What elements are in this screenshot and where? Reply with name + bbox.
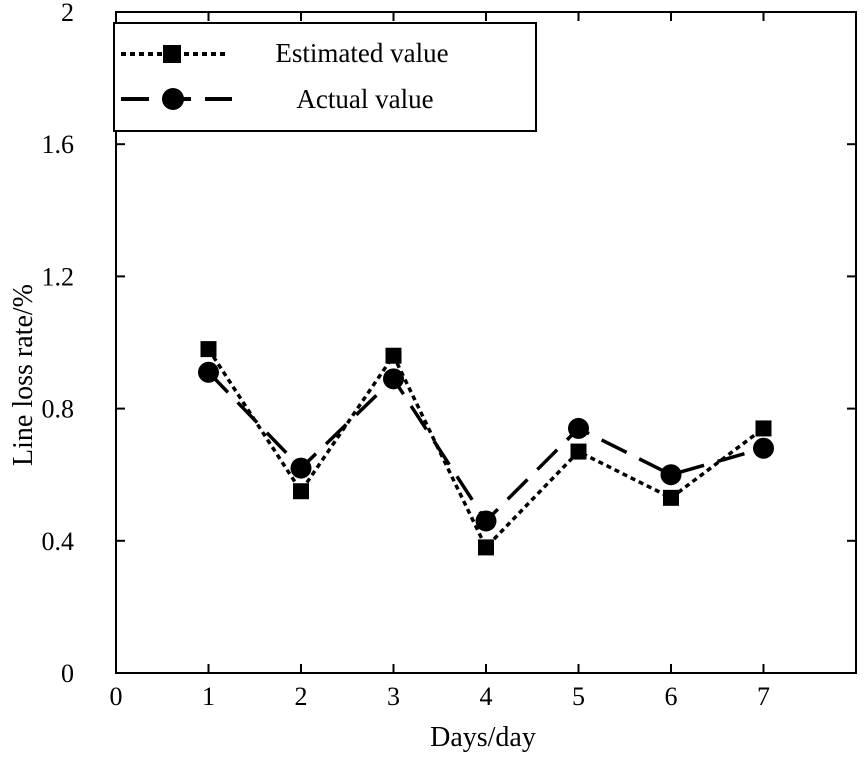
data-point-square: [570, 443, 587, 460]
data-point-square: [200, 341, 217, 358]
series-group: [198, 341, 774, 556]
legend-label-actual: Actual value: [296, 84, 433, 114]
series-actual: [198, 361, 774, 532]
y-axis-title: Line loss rate/%: [8, 284, 39, 466]
x-tick-label: 7: [757, 682, 770, 711]
legend-marker-square: [163, 45, 181, 63]
data-point-circle: [568, 417, 589, 439]
x-tick-label: 1: [202, 682, 215, 711]
y-tick-label: 0: [61, 659, 74, 688]
legend-item-estimated: Estimated value: [121, 38, 449, 68]
data-point-circle: [198, 361, 219, 383]
x-axis-title: Days/day: [430, 722, 536, 753]
series-estimated: [200, 341, 772, 556]
x-tick-label: 4: [480, 682, 493, 711]
x-tick-label: 2: [295, 682, 308, 711]
legend-label-estimated: Estimated value: [275, 38, 448, 68]
y-tick-label: 1.2: [42, 262, 75, 291]
data-point-square: [385, 347, 402, 364]
legend-marker-circle: [162, 88, 184, 110]
data-point-circle: [383, 368, 404, 390]
data-point-square: [663, 489, 679, 506]
y-tick-label: 2: [61, 0, 74, 27]
legend: Estimated value Actual value: [113, 22, 537, 132]
data-point-circle: [475, 510, 497, 532]
data-point-circle: [290, 457, 312, 479]
data-point-circle: [660, 464, 682, 486]
data-point-circle: [753, 437, 774, 459]
x-tick-label: 6: [665, 682, 678, 711]
data-point-square: [478, 539, 494, 556]
y-tick-label: 0.8: [42, 395, 75, 424]
x-tick-label: 5: [572, 682, 585, 711]
axis-ticks: 0 1 2 3 4 5 6 7 0 0.4 0.8 1.2 1.6 2: [42, 0, 856, 711]
data-point-square: [755, 420, 772, 437]
y-tick-label: 1.6: [42, 130, 75, 159]
data-point-square: [293, 483, 309, 500]
legend-box: [113, 22, 537, 132]
legend-item-actual: Actual value: [121, 84, 434, 114]
x-tick-label: 3: [387, 682, 400, 711]
y-tick-label: 0.4: [42, 527, 75, 556]
x-tick-label: 0: [110, 682, 123, 711]
